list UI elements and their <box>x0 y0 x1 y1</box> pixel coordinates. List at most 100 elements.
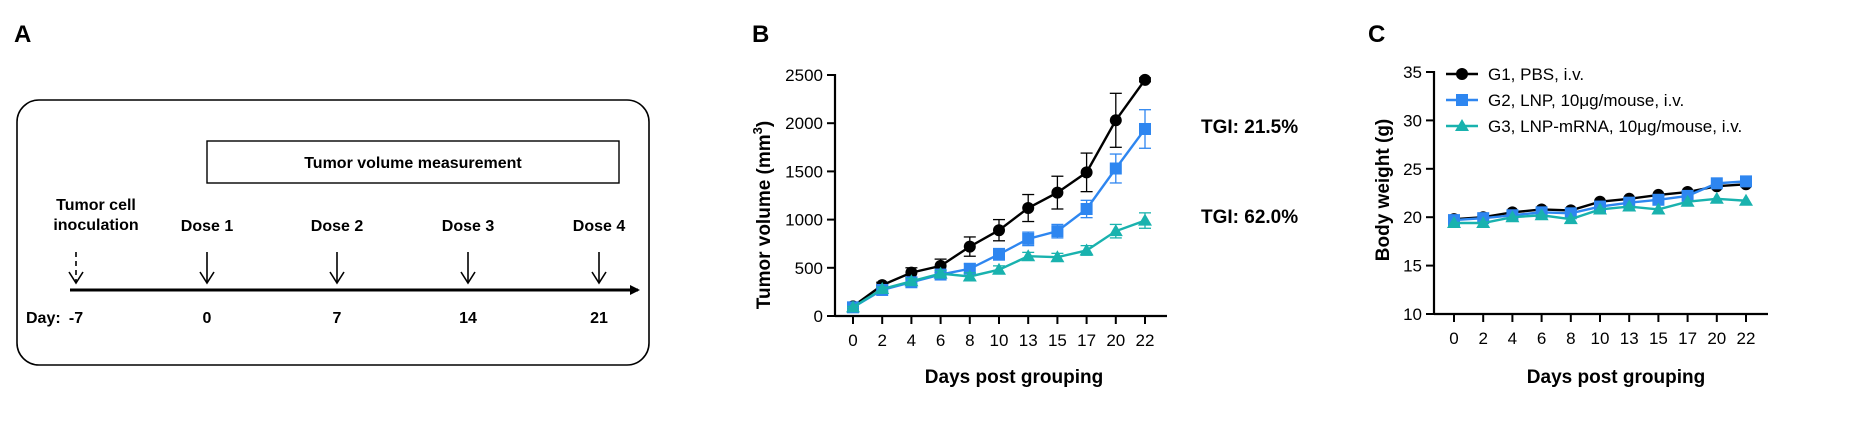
data-point <box>1534 208 1549 221</box>
data-point <box>1455 119 1469 131</box>
panel-label-b: B <box>752 21 769 48</box>
x-tick-label: 10 <box>1591 329 1610 348</box>
y-axis-title-b: Tumor volume (mm3) <box>750 121 775 309</box>
x-axis-title-b: Days post grouping <box>925 367 1103 388</box>
inoculation-label-1: Tumor cell <box>56 197 136 214</box>
panel-label-a: A <box>14 21 31 48</box>
y-tick-label: 35 <box>1403 63 1422 82</box>
data-point <box>1080 202 1093 215</box>
y-tick-label: 1500 <box>785 162 823 181</box>
dose-arrows <box>68 252 607 285</box>
y-tick-label: 25 <box>1403 160 1422 179</box>
data-point <box>1022 202 1035 215</box>
data-point <box>1051 186 1064 199</box>
data-point <box>1109 114 1122 127</box>
x-tick-label: 4 <box>907 331 916 350</box>
legend-label: G3, LNP-mRNA, 10μg/mouse, i.v. <box>1488 117 1742 136</box>
data-point <box>1138 213 1152 226</box>
data-point <box>905 266 918 279</box>
tumor-volume-chart: 0 500 1000 1500 2000 2500 0 2 4 6 8 10 13 15 17 20 22 <box>785 66 1167 350</box>
data-point <box>1456 94 1468 106</box>
x-tick-label: 2 <box>877 331 886 350</box>
inoculation-label-2: inoculation <box>53 217 138 234</box>
x-tick-label: 6 <box>936 331 945 350</box>
y-tick-label: 20 <box>1403 208 1422 227</box>
x-tick-label: 13 <box>1019 331 1038 350</box>
body-weight-chart: 10 15 20 25 30 35 0 2 4 6 8 10 13 15 17 20 22 <box>1403 63 1768 348</box>
x-axis-title-c: Days post grouping <box>1527 367 1705 388</box>
y-tick-label: 30 <box>1403 111 1422 130</box>
dose-label: Dose 4 <box>573 218 626 235</box>
data-point <box>1739 193 1753 206</box>
series <box>846 212 1152 313</box>
data-point <box>904 274 919 287</box>
y-tick-label: 1000 <box>785 211 823 230</box>
data-point <box>1079 243 1094 256</box>
series-line <box>852 128 1146 309</box>
tgi-annotation: TGI: 21.5% <box>1201 117 1298 138</box>
x-tick-label: 6 <box>1537 329 1546 348</box>
x-tick-label: 8 <box>1566 329 1575 348</box>
data-point <box>1652 193 1665 206</box>
day-label: 0 <box>203 310 212 327</box>
dose-label: Dose 1 <box>181 218 234 235</box>
tgi-annotation: TGI: 62.0% <box>1201 207 1298 228</box>
data-point <box>993 248 1005 261</box>
data-point <box>1740 175 1752 188</box>
data-point <box>1709 191 1724 204</box>
x-tick-label: 22 <box>1136 331 1155 350</box>
y-tick-label: 2500 <box>785 66 823 85</box>
data-point <box>1022 232 1035 245</box>
panel-a: A Tumor volume measurement Tumor cell in… <box>14 21 650 366</box>
data-point <box>933 266 948 279</box>
x-tick-label: 0 <box>848 331 857 350</box>
data-point <box>1710 177 1723 190</box>
dose-label: Dose 2 <box>311 218 364 235</box>
y-tick-label: 15 <box>1403 257 1422 276</box>
x-tick-label: 8 <box>965 331 974 350</box>
series <box>1447 191 1753 229</box>
y-tick-label: 500 <box>795 259 823 278</box>
data-point <box>1680 194 1695 207</box>
panel-c: C 10 15 20 25 30 35 0 2 4 6 8 10 13 15 17 20 22 Days pos… <box>1368 21 1768 388</box>
dose-label: Dose 3 <box>442 218 495 235</box>
x-tick-label: 20 <box>1707 329 1726 348</box>
data-point <box>1651 202 1666 215</box>
y-axis-title-c: Body weight (g) <box>1373 119 1394 261</box>
data-point <box>1563 212 1578 225</box>
data-point <box>1593 202 1607 215</box>
data-point <box>1050 250 1065 263</box>
data-point <box>992 262 1006 275</box>
x-tick-label: 20 <box>1106 331 1125 350</box>
measurement-label: Tumor volume measurement <box>304 155 522 172</box>
x-tick-label: 0 <box>1449 329 1458 348</box>
day-label: 21 <box>590 310 608 327</box>
data-point <box>1108 224 1123 237</box>
x-tick-label: 17 <box>1077 331 1096 350</box>
legend-label: G2, LNP, 10μg/mouse, i.v. <box>1488 91 1684 110</box>
legend-label: G1, PBS, i.v. <box>1488 65 1584 84</box>
day-prefix: Day: <box>26 310 61 327</box>
x-tick-label: 4 <box>1508 329 1517 348</box>
data-point <box>993 224 1005 237</box>
data-point <box>963 240 976 253</box>
data-point <box>846 300 860 313</box>
data-point <box>1456 68 1468 80</box>
data-point <box>1109 162 1122 175</box>
data-point <box>1051 225 1064 238</box>
measurement-box <box>206 140 620 184</box>
x-tick-label: 22 <box>1737 329 1756 348</box>
day-label: 7 <box>333 310 342 327</box>
x-tick-label: 10 <box>990 331 1009 350</box>
series <box>847 73 1151 313</box>
data-point <box>963 262 976 275</box>
y-tick-label: 2000 <box>785 114 823 133</box>
x-tick-label: 15 <box>1048 331 1067 350</box>
x-tick-label: 15 <box>1649 329 1668 348</box>
data-point <box>1476 216 1491 229</box>
timeline-frame <box>16 99 650 366</box>
y-tick-label: 0 <box>814 307 823 326</box>
data-point <box>1139 122 1151 135</box>
